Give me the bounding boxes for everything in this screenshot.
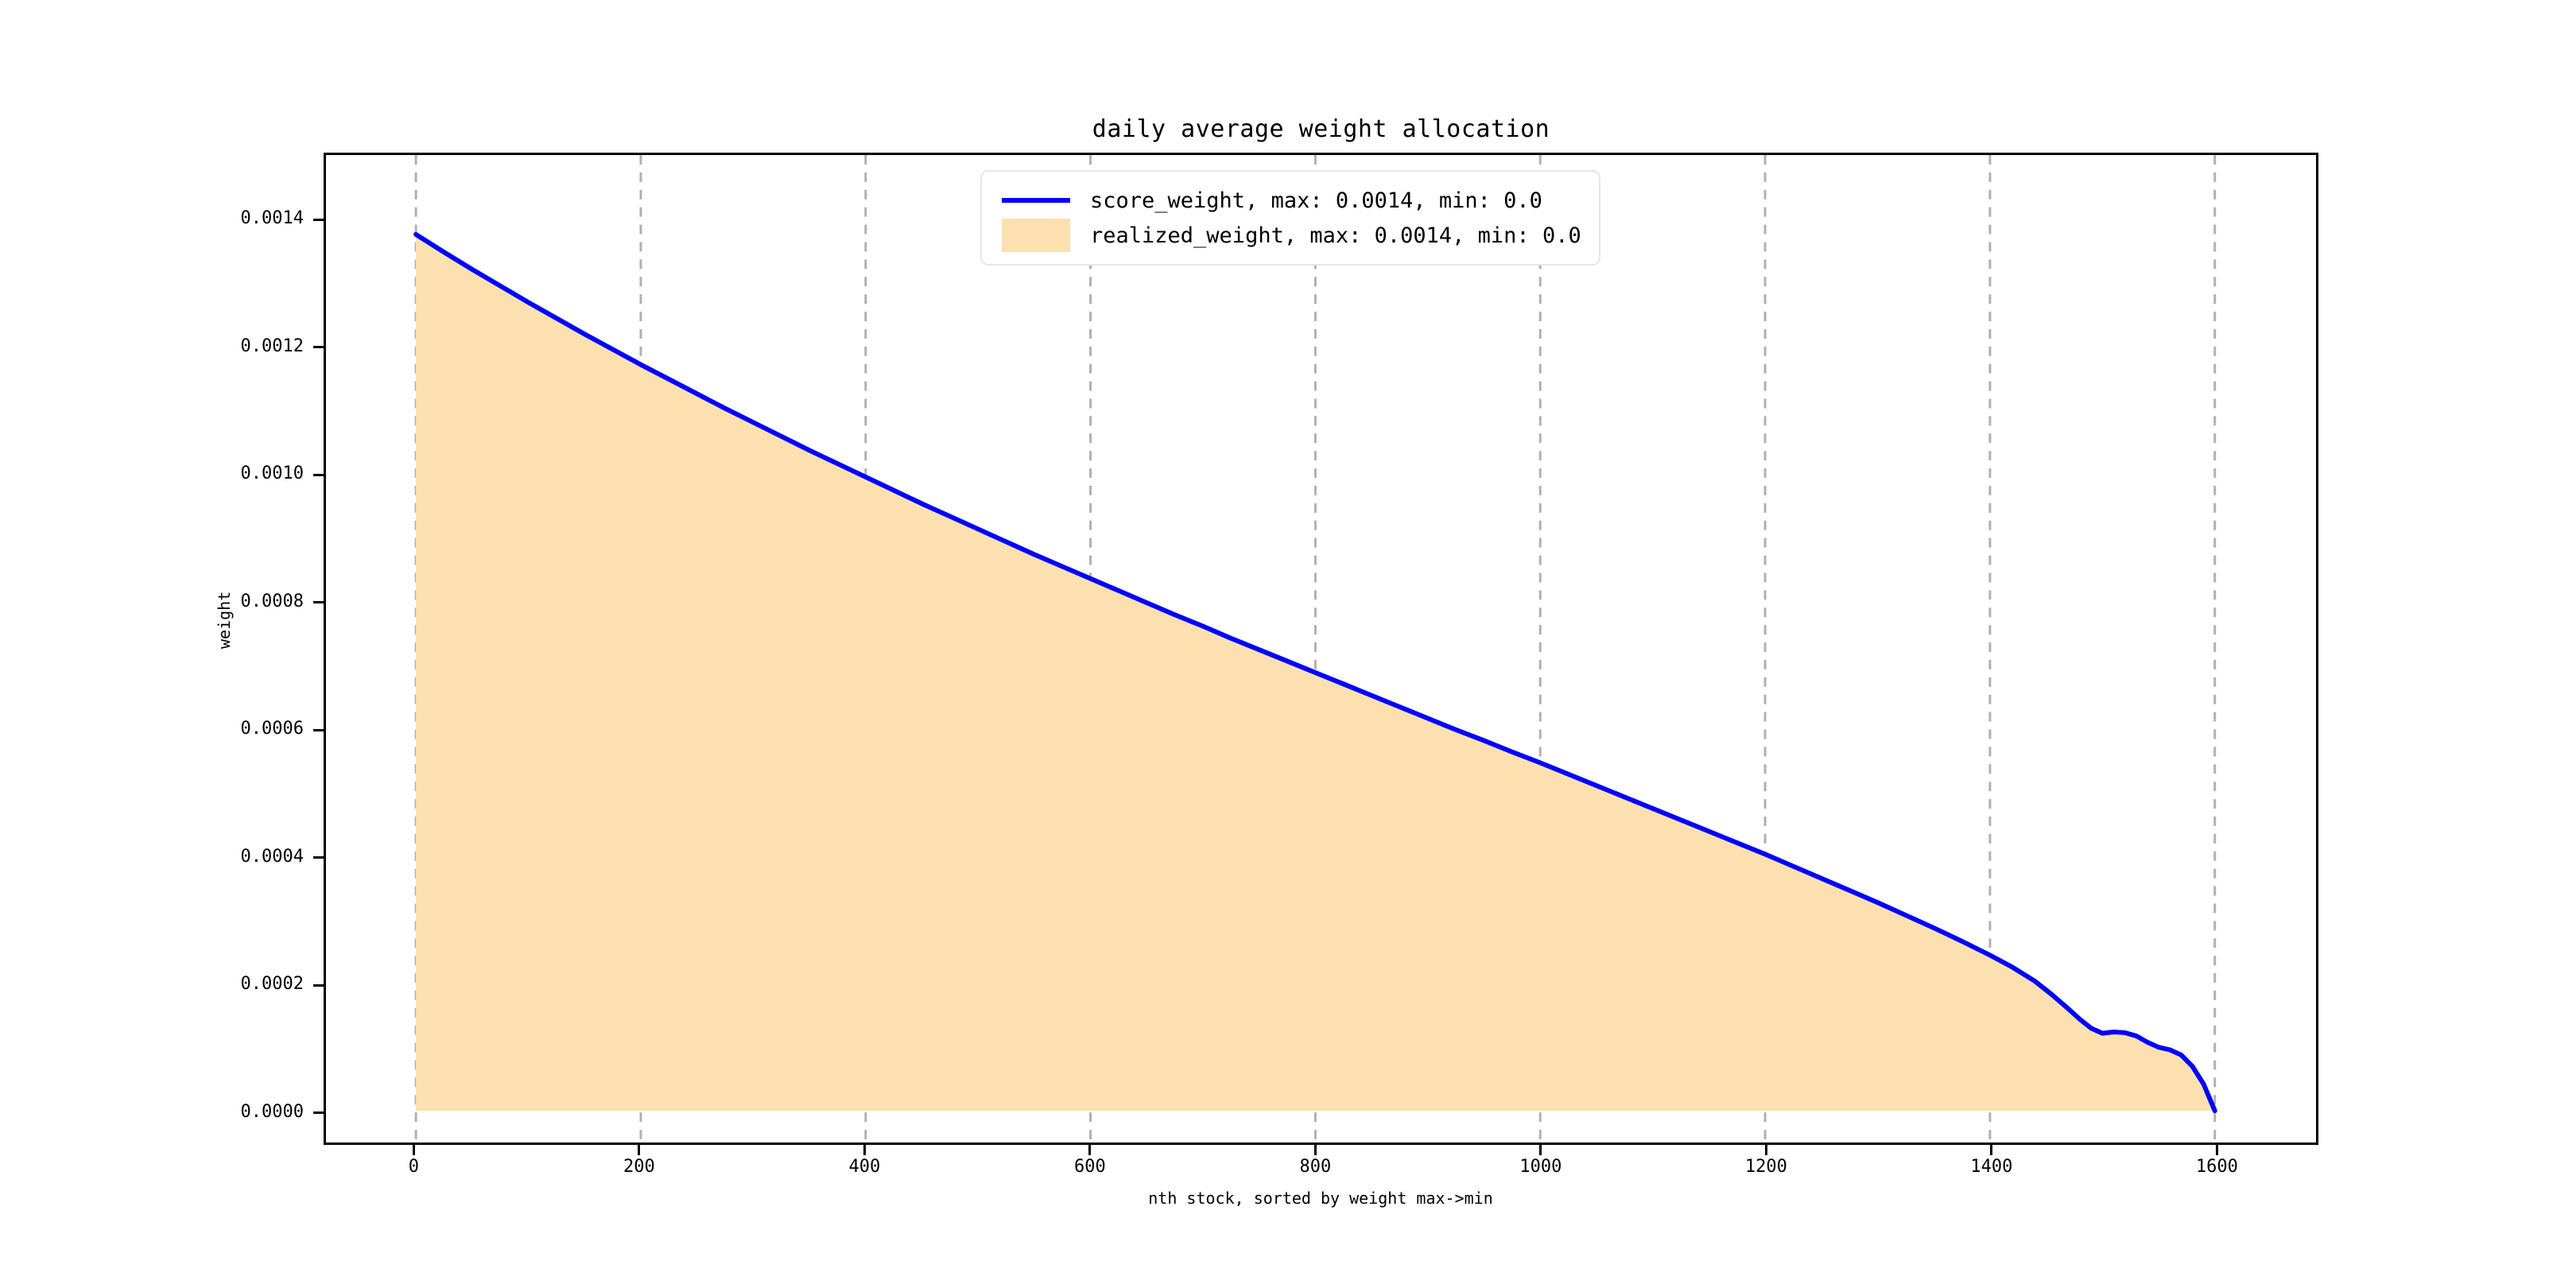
- x-tick-mark: [2215, 1145, 2218, 1155]
- y-tick-label: 0.0008: [240, 591, 304, 611]
- y-axis-label: weight: [215, 591, 234, 649]
- legend-label-realized-weight: realized_weight, max: 0.0014, min: 0.0: [1090, 223, 1581, 248]
- y-tick-mark: [313, 473, 324, 476]
- x-tick-label: 1400: [1970, 1157, 2013, 1177]
- y-tick-label: 0.0006: [240, 719, 304, 739]
- chart-legend: score_weight, max: 0.0014, min: 0.0 real…: [980, 170, 1600, 266]
- y-tick-mark: [313, 601, 324, 604]
- x-tick-label: 800: [1299, 1157, 1332, 1177]
- legend-line-swatch-icon: [996, 198, 1076, 203]
- x-tick-label: 1600: [2195, 1157, 2238, 1177]
- y-tick-label: 0.0000: [240, 1101, 304, 1122]
- x-axis-label: nth stock, sorted by weight max->min: [1148, 1189, 1493, 1208]
- x-tick-label: 400: [848, 1157, 881, 1177]
- x-tick-label: 600: [1074, 1157, 1106, 1177]
- x-tick-mark: [412, 1145, 415, 1155]
- x-tick-mark: [1088, 1145, 1092, 1155]
- y-tick-mark: [313, 856, 324, 859]
- y-tick-mark: [313, 728, 324, 731]
- x-tick-mark: [1539, 1145, 1542, 1155]
- x-tick-mark: [1764, 1145, 1767, 1155]
- y-tick-mark: [313, 346, 324, 349]
- y-tick-mark: [313, 218, 324, 221]
- score-weight-line: [413, 231, 2217, 1114]
- x-tick-label: 1200: [1744, 1157, 1787, 1177]
- x-tick-mark: [863, 1145, 866, 1155]
- plot-area: [324, 153, 2318, 1145]
- y-tick-label: 0.0004: [240, 846, 304, 867]
- x-tick-label: 1000: [1519, 1157, 1562, 1177]
- x-tick-mark: [638, 1145, 641, 1155]
- x-tick-mark: [1313, 1145, 1317, 1155]
- realized-weight-area: [416, 234, 2215, 1111]
- plot-svg: [413, 155, 2217, 1143]
- legend-item-realized-weight: realized_weight, max: 0.0014, min: 0.0: [996, 218, 1581, 253]
- y-tick-label: 0.0014: [240, 208, 304, 229]
- y-tick-label: 0.0002: [240, 974, 304, 995]
- y-tick-label: 0.0010: [240, 464, 304, 484]
- y-tick-label: 0.0012: [240, 336, 304, 356]
- legend-label-score-weight: score_weight, max: 0.0014, min: 0.0: [1090, 188, 1542, 213]
- legend-item-score-weight: score_weight, max: 0.0014, min: 0.0: [996, 183, 1581, 218]
- y-tick-mark: [313, 983, 324, 987]
- legend-patch-swatch-icon: [996, 219, 1076, 252]
- x-tick-label: 200: [623, 1157, 655, 1177]
- y-tick-mark: [313, 1111, 324, 1115]
- x-tick-mark: [1990, 1145, 1993, 1155]
- x-tick-label: 0: [408, 1157, 420, 1177]
- chart-title: daily average weight allocation: [1092, 115, 1550, 143]
